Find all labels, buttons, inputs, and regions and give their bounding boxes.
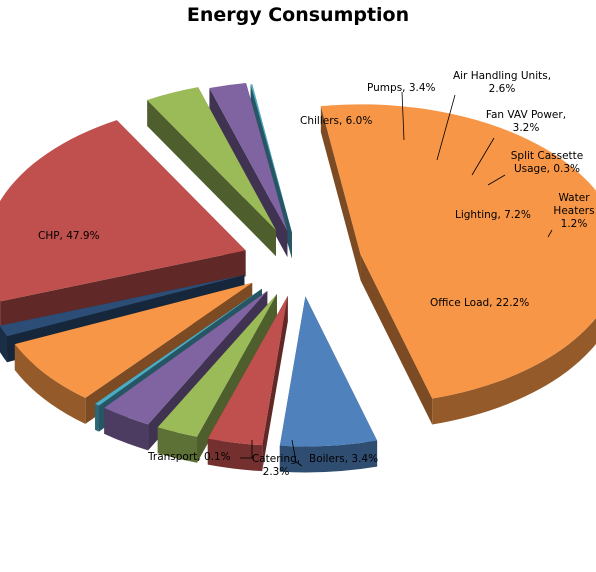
slice-catering-wall-start	[209, 88, 288, 258]
slice-office-load-wall-start	[0, 250, 246, 328]
slice-split-cassette-usage-side-0	[95, 403, 99, 432]
slice-fan-vav-power-top	[104, 291, 268, 425]
label-catering-line1: Catering,	[251, 453, 301, 465]
slice-lighting-top	[14, 282, 253, 398]
label-water-heaters-line2: Heaters	[553, 205, 595, 217]
slice-chillers-side-0	[279, 440, 378, 473]
label-split-cassette-line1: Split Cassette	[510, 150, 584, 162]
label-lighting: Lighting, 7.2%	[455, 209, 531, 221]
slice-catering-top	[209, 83, 288, 232]
slice-boilers-top	[147, 87, 277, 231]
slice-boilers	[147, 87, 277, 257]
label-air-handling-units-line2: 2.6%	[488, 83, 516, 95]
slice-air-handling-units-top	[157, 293, 277, 437]
label-fan-vav-power: Fan VAV Power, 3.2%	[478, 109, 574, 135]
label-chillers: Chillers, 6.0%	[300, 115, 373, 127]
label-boilers: Boilers, 3.4%	[309, 453, 379, 465]
slice-chp-wall-start	[320, 106, 361, 281]
label-fan-vav-power-line2: 3.2%	[512, 122, 540, 134]
slice-water-heaters-top	[0, 274, 245, 337]
slice-chp-top	[320, 104, 596, 399]
slice-office-load-side-0	[0, 299, 1, 328]
chart-title: Energy Consumption	[186, 4, 410, 26]
label-air-handling-units: Air Handling Units, 2.6%	[444, 70, 560, 96]
leader-line-6	[291, 439, 303, 467]
label-catering: Catering, 2.3%	[246, 453, 306, 479]
slice-pumps-top	[207, 295, 288, 446]
label-split-cassette: Split Cassette Usage, 0.3%	[504, 150, 590, 176]
slice-air-handling-units-side-0	[157, 427, 197, 463]
slice-pumps	[207, 295, 288, 472]
slice-catering	[209, 83, 288, 258]
label-office-load: Office Load, 22.2%	[430, 297, 530, 309]
slice-chp-side-0	[432, 317, 596, 425]
slice-air-handling-units	[157, 293, 277, 463]
slice-chillers	[279, 296, 378, 473]
slice-split-cassette-usage-top	[95, 288, 262, 406]
label-air-handling-units-line1: Air Handling Units,	[452, 70, 552, 82]
label-water-heaters-line3: 1.2%	[560, 218, 588, 230]
slice-chillers-top	[279, 296, 378, 447]
label-water-heaters: Water Heaters 1.2%	[552, 192, 596, 231]
slice-pumps-wall-start	[262, 295, 288, 472]
leader-line-3	[487, 174, 506, 186]
slice-fan-vav-power-side-0	[104, 407, 149, 451]
label-transport: Transport, 0.1%	[148, 451, 231, 463]
slice-chp	[320, 104, 596, 425]
label-chp: CHP, 47.9%	[38, 230, 100, 242]
leader-line-2	[471, 137, 495, 176]
slice-chp-wall-end	[360, 254, 433, 425]
slice-water-heaters-side-0	[0, 326, 8, 363]
slice-boilers-wall-start	[147, 99, 277, 257]
slice-office-load-top	[0, 120, 246, 302]
leader-line-0	[401, 91, 405, 141]
label-split-cassette-line2: Usage, 0.3%	[513, 163, 581, 175]
leader-line-1	[436, 94, 456, 161]
slice-office-load	[0, 120, 246, 328]
leader-line-5	[240, 440, 253, 459]
label-catering-line2: 2.3%	[262, 466, 290, 478]
leader-line-4	[547, 229, 553, 238]
label-water-heaters-line1: Water	[558, 192, 590, 204]
slice-lighting-side-0	[14, 344, 86, 424]
label-pumps: Pumps, 3.4%	[367, 82, 436, 94]
slice-transport-top	[250, 84, 292, 233]
label-fan-vav-power-line1: Fan VAV Power,	[485, 109, 567, 121]
slice-pumps-side-0	[207, 438, 263, 472]
